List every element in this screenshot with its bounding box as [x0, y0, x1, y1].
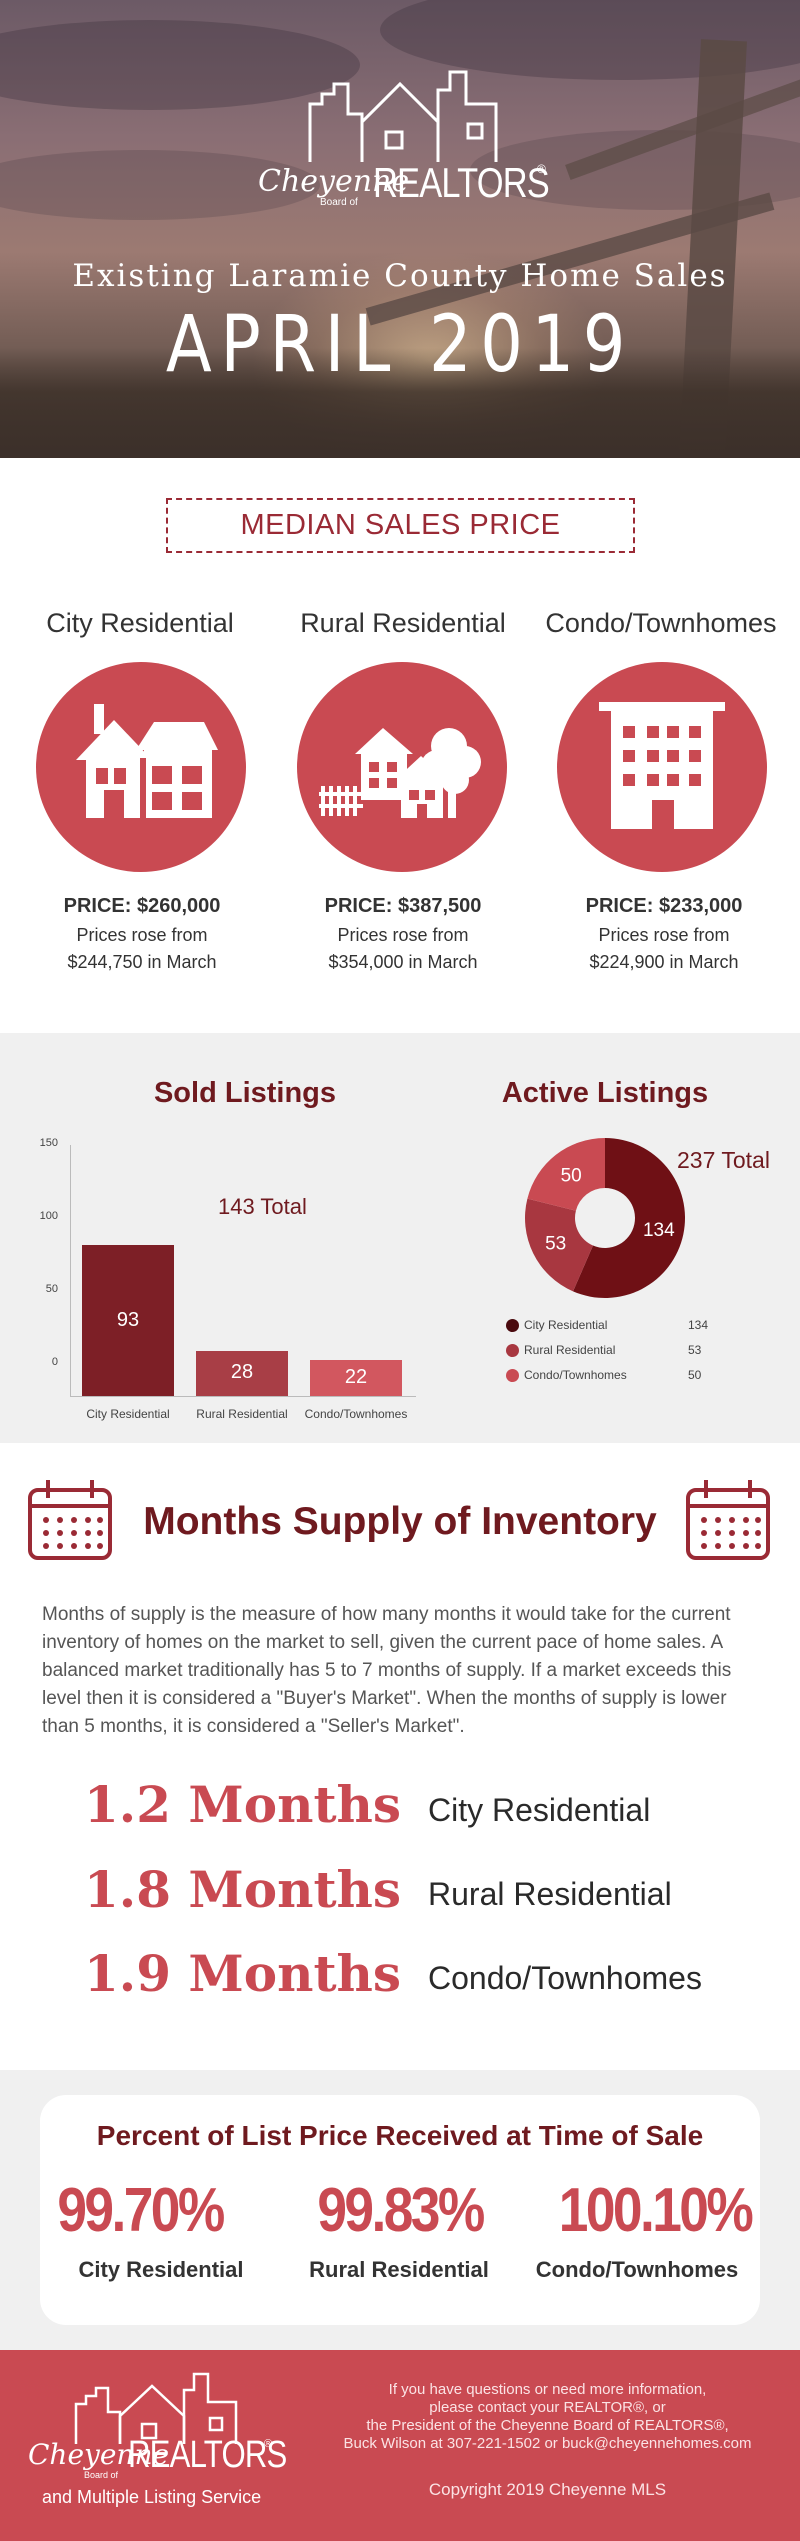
footer-contact-line: Buck Wilson at 307-221-1502 or buck@chey… [343, 2435, 752, 2452]
donut-slice [573, 1138, 685, 1298]
percent-list-price-title: Percent of List Price Received at Time o… [96, 2120, 704, 2151]
legend-label: Rural Residential [524, 1343, 616, 1357]
legend-swatch [506, 1319, 519, 1332]
active-listings-title: Active Listings [501, 1077, 709, 1109]
page-title: Existing Laramie County Home Sales [72, 258, 728, 294]
median-note-line: Prices rose from [76, 925, 208, 945]
median-category-label: Rural Residential [300, 608, 506, 638]
pct-label-condo: Condo/Townhomes [535, 2257, 739, 2282]
x-category-label: City Residential [86, 1407, 170, 1421]
median-rural-label: Rural Residential [273, 608, 533, 639]
apartment-building-icon [557, 662, 767, 872]
donut-slice [525, 1198, 594, 1292]
median-city-label: City Residential [10, 608, 270, 639]
y-tick-label: 150 [39, 1137, 58, 1149]
hero-logo-mark: ® [537, 162, 546, 176]
footer-logo-script: Cheyenne [28, 2438, 170, 2471]
calendar-icon [686, 1480, 770, 1560]
median-note-line: Prices rose from [598, 925, 730, 945]
bar-value-label: 93 [116, 1308, 140, 1331]
percent-list-price-card [40, 2095, 760, 2325]
hero-logo-board: Board of [320, 197, 358, 208]
msi-label-rural: Rural Residential [428, 1876, 672, 1912]
bar [82, 1245, 174, 1396]
median-price-condo: PRICE: $233,000 [585, 895, 743, 917]
pct-value-rural: 99.83% [317, 2176, 485, 2245]
slice-value-label: 134 [643, 1220, 675, 1241]
slice-value-label: 50 [561, 1166, 582, 1187]
footer-contact-line: the President of the Cheyenne Board of R… [366, 2417, 729, 2434]
bar [196, 1350, 288, 1396]
rural-house-tree-icon [297, 662, 507, 872]
hero-banner: Cheyenne Board of REALTORS ® Existing La… [0, 0, 800, 458]
median-price-rural: PRICE: $387,500 [324, 895, 482, 917]
footer-contact-line: please contact your REALTOR®, or [429, 2399, 666, 2416]
slice-value-label: 53 [545, 1233, 566, 1254]
active-total-annotation: 237 Total [677, 1147, 770, 1173]
bar [310, 1360, 402, 1396]
sold-total-annotation: 143 Total [218, 1194, 307, 1219]
pct-value-condo: 100.10% [558, 2176, 754, 2245]
msi-label-condo: Condo/Townhomes [428, 1960, 702, 1996]
legend-label: Condo/Townhomes [524, 1368, 627, 1382]
median-price-city: PRICE: $260,000 [63, 895, 221, 917]
y-tick-label: 0 [51, 1356, 58, 1368]
msi-value-city: 1.2 Months [84, 1775, 402, 1834]
calendar-icon [28, 1480, 112, 1560]
median-note-condo: Prices rose from $224,900 in March [534, 922, 794, 976]
months-supply-description: Months of supply is the measure of how m… [42, 1604, 732, 1737]
legend-value: 53 [688, 1343, 702, 1357]
y-tick-label: 100 [39, 1210, 58, 1222]
pct-label-rural: Rural Residential [309, 2257, 489, 2282]
median-note-city: Prices rose from $244,750 in March [12, 922, 272, 976]
footer-contact-line: If you have questions or need more infor… [388, 2381, 707, 2398]
pct-value-city: 99.70% [57, 2176, 225, 2245]
footer-logo-board: Board of [84, 2470, 119, 2480]
footer: Cheyenne Board of REALTORS ® and Multipl… [0, 2350, 800, 2541]
median-note-line: $244,750 in March [67, 952, 217, 972]
median-category-label: Condo/Townhomes [545, 608, 777, 638]
hero-logo-script: Cheyenne [258, 164, 410, 199]
legend-value: 50 [688, 1368, 702, 1382]
bar-value-label: 22 [344, 1366, 368, 1389]
house-icon [36, 662, 246, 872]
sold-listings-title: Sold Listings [153, 1077, 337, 1109]
msi-value-condo: 1.9 Months [84, 1944, 402, 2003]
report-month: APRIL 2019 [165, 300, 635, 390]
y-tick-label: 50 [45, 1283, 58, 1295]
footer-logo-brand: REALTORS [128, 2434, 287, 2476]
legend-label: City Residential [524, 1318, 608, 1332]
pct-label-city: City Residential [78, 2257, 244, 2282]
realtors-logo-houses-icon [308, 70, 498, 162]
listings-panel: Sold Listings Active Listings 150 100 50… [0, 1033, 800, 1443]
x-category-label: Condo/Townhomes [304, 1407, 408, 1421]
donut-slice [527, 1138, 605, 1211]
msi-label-city: City Residential [428, 1792, 651, 1828]
legend-value: 134 [688, 1318, 709, 1332]
median-sales-price-heading: MEDIAN SALES PRICE [166, 498, 635, 553]
hero-logo-brand: REALTORS [373, 159, 550, 206]
realtors-logo-houses-icon [74, 2372, 238, 2444]
footer-logo-subtitle: and Multiple Listing Service [42, 2487, 262, 2507]
x-category-label: Rural Residential [196, 1407, 288, 1421]
months-supply-title: Months Supply of Inventory [143, 1500, 657, 1543]
bar-value-label: 28 [230, 1361, 254, 1384]
median-category-label: City Residential [46, 608, 234, 638]
median-note-line: $224,900 in March [589, 952, 739, 972]
legend-swatch [506, 1369, 519, 1382]
median-note-rural: Prices rose from $354,000 in March [273, 922, 533, 976]
median-note-line: $354,000 in March [328, 952, 478, 972]
median-condo-label: Condo/Townhomes [531, 608, 791, 639]
median-note-line: Prices rose from [337, 925, 469, 945]
footer-copyright: Copyright 2019 Cheyenne MLS [428, 2480, 667, 2499]
msi-value-rural: 1.8 Months [84, 1860, 402, 1919]
footer-logo-mark: ® [264, 2438, 273, 2450]
legend-swatch [506, 1344, 519, 1357]
